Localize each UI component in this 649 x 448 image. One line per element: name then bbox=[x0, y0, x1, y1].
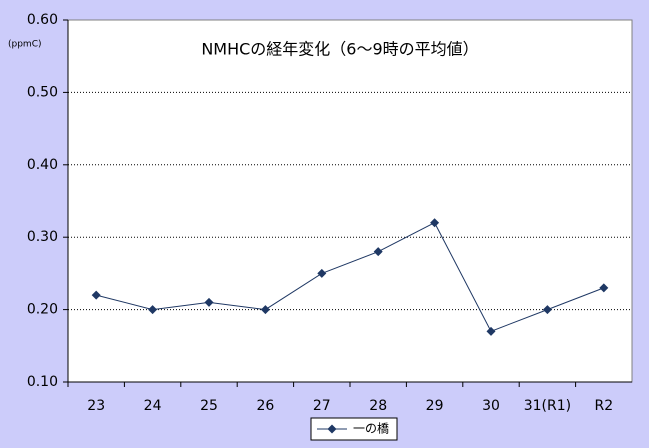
x-tick-label: 25 bbox=[200, 398, 218, 414]
y-tick-label: 0.30 bbox=[27, 229, 58, 245]
marker bbox=[317, 268, 327, 278]
x-tick-label: 27 bbox=[313, 398, 331, 414]
x-tick-label: 23 bbox=[87, 398, 105, 414]
marker bbox=[430, 218, 440, 228]
y-tick-label: 0.40 bbox=[27, 157, 58, 173]
y-tick-label: 0.60 bbox=[27, 12, 58, 28]
marker bbox=[542, 305, 552, 315]
marker bbox=[599, 283, 609, 293]
marker bbox=[373, 247, 383, 257]
y-tick-label: 0.20 bbox=[27, 302, 58, 318]
marker bbox=[148, 305, 158, 315]
y-tick-label: 0.10 bbox=[27, 374, 58, 390]
x-tick-label: 31(R1) bbox=[524, 398, 571, 414]
marker bbox=[486, 326, 496, 336]
x-tick-label: 24 bbox=[144, 398, 162, 414]
legend-box bbox=[310, 417, 398, 441]
x-tick-label: 26 bbox=[256, 398, 274, 414]
x-tick-label: 30 bbox=[482, 398, 500, 414]
x-tick-label: 28 bbox=[369, 398, 387, 414]
chart-title: NMHCの経年変化（6～9時の平均値） bbox=[201, 40, 478, 59]
legend-label: 一の橋 bbox=[353, 422, 389, 436]
series-line bbox=[96, 222, 604, 332]
legend-marker bbox=[327, 424, 337, 434]
y-tick-label: 0.50 bbox=[27, 84, 58, 100]
plot-area bbox=[67, 19, 633, 383]
x-tick-label: 29 bbox=[426, 398, 444, 414]
marker bbox=[91, 290, 101, 300]
x-tick-label: R2 bbox=[594, 398, 613, 414]
y-unit: (ppmC) bbox=[8, 40, 42, 50]
marker bbox=[204, 297, 214, 307]
marker bbox=[260, 305, 270, 315]
